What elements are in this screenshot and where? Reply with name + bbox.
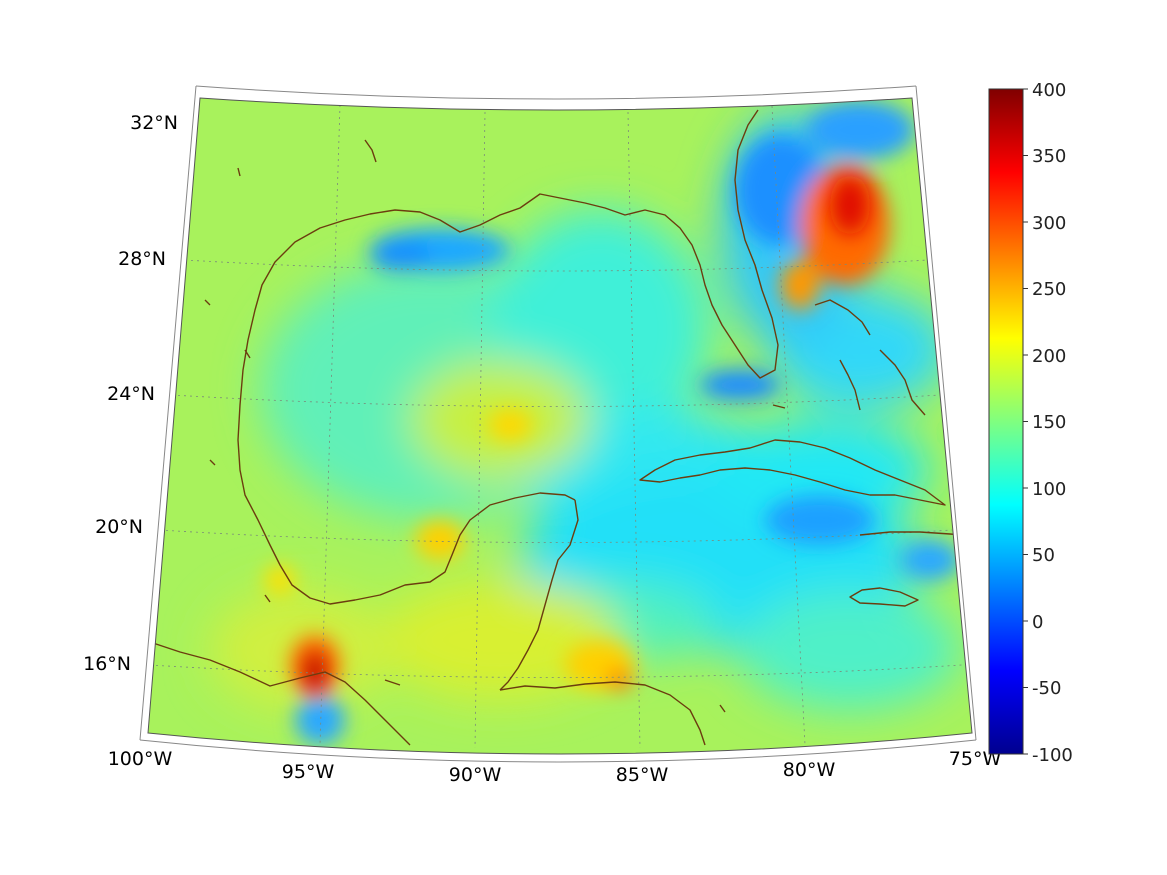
map-field <box>148 98 972 754</box>
map-frame <box>139 85 977 763</box>
field-peaks <box>305 175 870 692</box>
lon-label-80: 80°W <box>783 759 836 781</box>
colorbar-label-neg100: -100 <box>1032 745 1073 766</box>
colorbar-label-0: 0 <box>1032 612 1043 633</box>
pacific-coastline <box>149 641 411 746</box>
lon-label-95: 95°W <box>282 761 335 783</box>
jamaica-coastline <box>849 587 919 607</box>
lon-label-100: 100°W <box>108 748 173 770</box>
colorbar-label-neg50: -50 <box>1032 678 1061 699</box>
lon-label-75: 75°W <box>949 748 1002 770</box>
colorbar-label-150: 150 <box>1032 412 1066 433</box>
colorbar-ticks <box>1023 88 1028 755</box>
longitude-labels: 100°W 95°W 90°W 85°W 80°W 75°W <box>108 748 1002 786</box>
colorbar-label-50: 50 <box>1032 545 1055 566</box>
colorbar-label-400: 400 <box>1032 80 1066 101</box>
coastlines <box>149 109 972 746</box>
lon-label-90: 90°W <box>449 764 502 786</box>
colorbar-label-350: 350 <box>1032 146 1066 167</box>
cuba-coastline <box>639 439 946 506</box>
colorbar-label-200: 200 <box>1032 346 1066 367</box>
colorbar-gradient <box>988 88 1024 755</box>
graticule <box>149 104 963 749</box>
lat-label-20: 20°N <box>95 516 143 538</box>
lon-label-85: 85°W <box>616 764 669 786</box>
colorbar-labels: 400 350 300 250 200 150 100 50 0 -50 -10… <box>1032 80 1073 766</box>
bahamas-coastline <box>814 299 926 416</box>
colorbar-label-250: 250 <box>1032 279 1066 300</box>
colorbar: 400 350 300 250 200 150 100 50 0 -50 -10… <box>988 80 1073 766</box>
yucatan-coastline <box>499 499 579 691</box>
gulf-coastline <box>237 109 779 605</box>
colorbar-label-300: 300 <box>1032 213 1066 234</box>
lat-label-16: 16°N <box>83 653 131 675</box>
central-america-coastline <box>499 681 706 746</box>
lat-label-24: 24°N <box>107 383 155 405</box>
lat-label-28: 28°N <box>118 248 166 270</box>
colorbar-label-100: 100 <box>1032 479 1066 500</box>
lat-label-32: 32°N <box>130 112 178 134</box>
latitude-labels: 32°N 28°N 24°N 20°N 16°N <box>83 112 178 675</box>
